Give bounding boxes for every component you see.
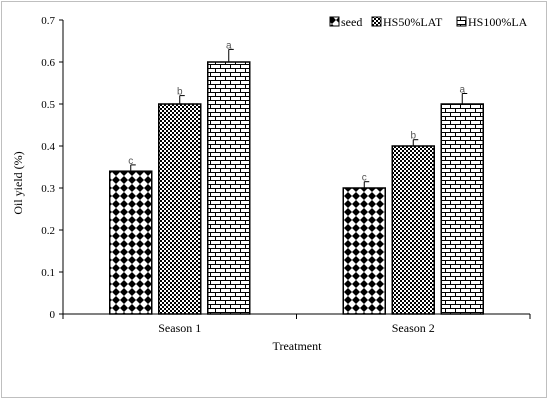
bar	[109, 170, 153, 315]
x-tick-labels: Season 1 Season 2	[158, 321, 435, 335]
legend-label: seed	[341, 15, 362, 29]
significance-label: a	[459, 85, 465, 96]
significance-label: a	[226, 40, 232, 51]
significance-label: b	[177, 87, 183, 98]
x-tick-label: Season 1	[158, 321, 201, 335]
y-axis-title: Oil yield (%)	[11, 151, 25, 214]
legend: seed HS50%LAT HS100%LA	[329, 15, 528, 29]
y-ticks: 0 0.1 0.2 0.3 0.4 0.5 0.6 0.7	[41, 15, 63, 321]
y-tick-label: 0.4	[41, 141, 55, 153]
x-axis-title: Treatment	[273, 339, 323, 353]
significance-label: b	[410, 131, 416, 142]
y-tick-label: 0.2	[41, 225, 55, 237]
legend-swatch	[456, 16, 467, 27]
bar	[158, 103, 202, 315]
y-tick-label: 0.6	[41, 57, 55, 69]
y-tick-label: 0.5	[41, 99, 55, 111]
bars: c b a c b a	[109, 40, 484, 315]
bar	[440, 103, 484, 315]
significance-label: c	[362, 173, 367, 184]
x-tick-label: Season 2	[392, 321, 435, 335]
y-tick-label: 0.7	[41, 15, 55, 27]
legend-swatch	[329, 16, 340, 27]
bar	[342, 187, 386, 315]
y-tick-label: 0.3	[41, 183, 55, 195]
legend-label: HS50%LAT	[383, 15, 443, 29]
y-tick-label: 0.1	[41, 267, 55, 279]
y-tick-label: 0	[50, 309, 56, 321]
bar	[207, 61, 251, 315]
legend-swatch	[371, 16, 382, 27]
bar	[391, 145, 435, 315]
significance-label: c	[128, 156, 133, 167]
legend-label: HS100%LA	[468, 15, 528, 29]
